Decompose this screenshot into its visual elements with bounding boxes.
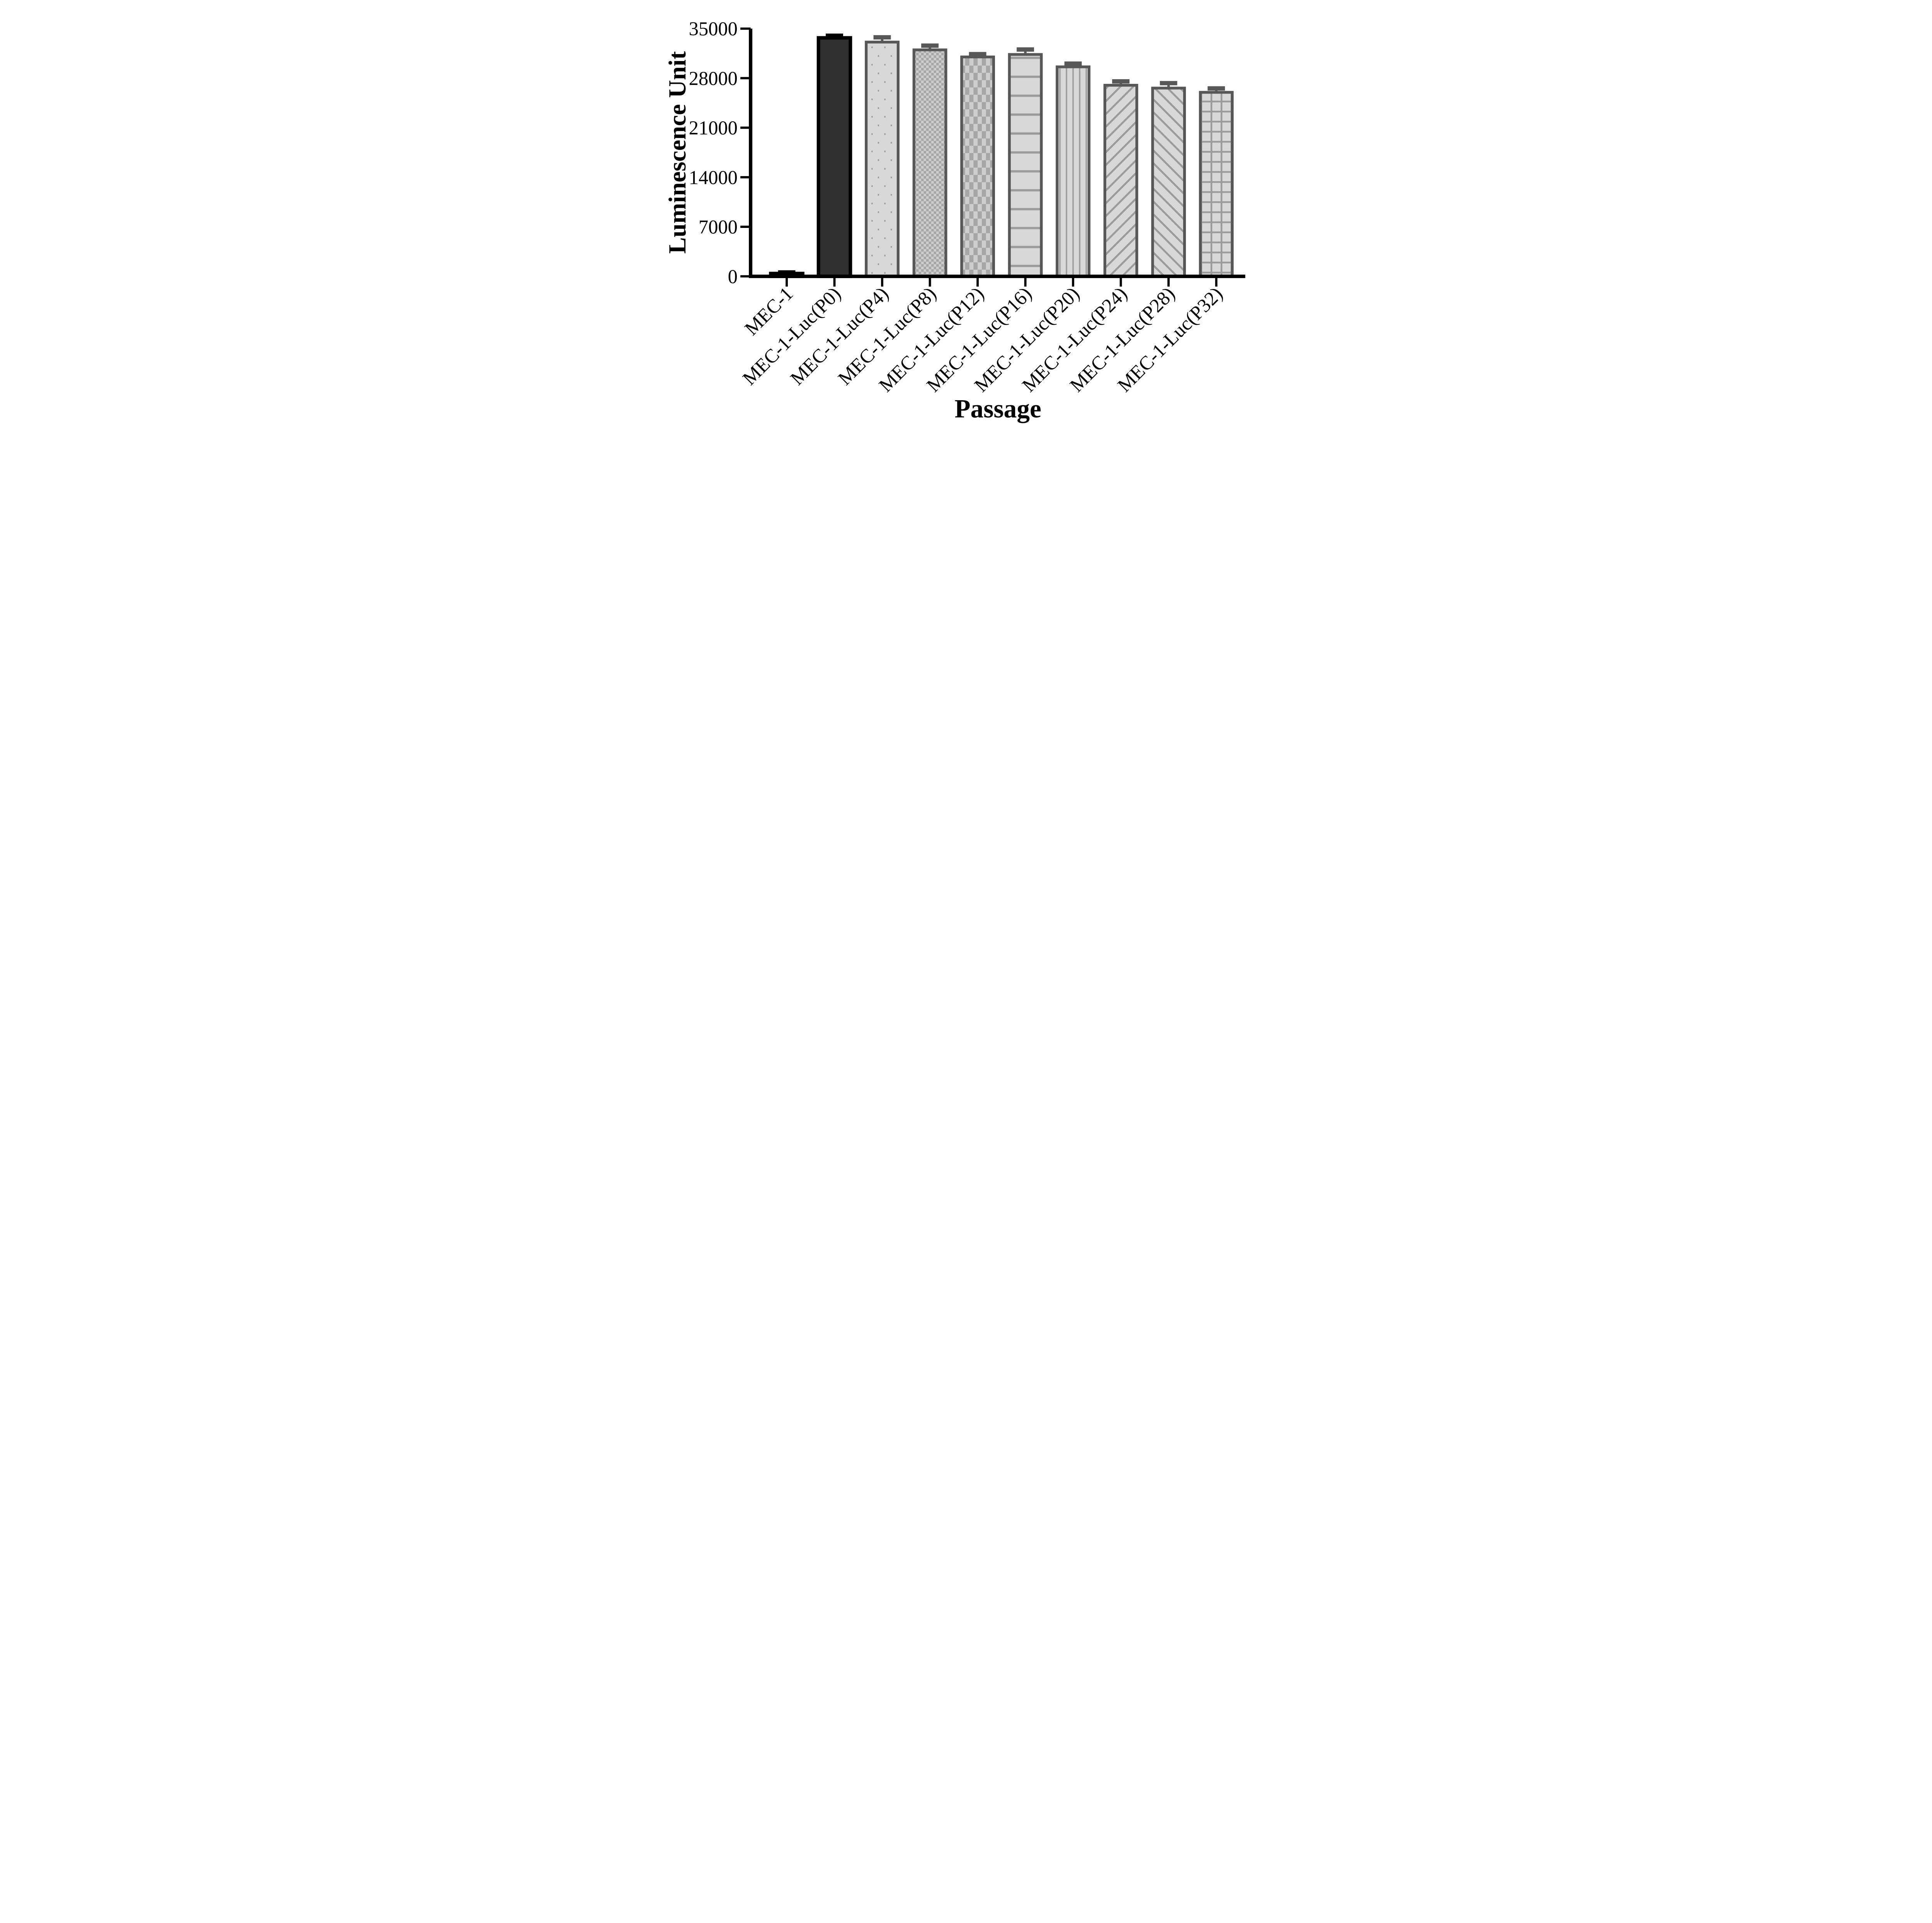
bar-MEC-1-Luc(P4) <box>865 41 900 278</box>
bar-MEC-1-Luc(P20) <box>1056 65 1091 278</box>
y-tick-label-7000: 7000 <box>699 216 738 238</box>
luminescence-bar-chart-figure: MEC-1 MEC-1-Luc(P0) MEC-1-Luc(P4) MEC-1-Luc… <box>657 0 1275 432</box>
bar-MEC-1-Luc(P28) <box>1151 87 1186 278</box>
bar-MEC-1-Luc(P0) <box>816 36 852 278</box>
y-tick-label-35000: 35000 <box>689 18 738 40</box>
y-tick-label-0: 0 <box>728 266 738 287</box>
y-tick-label-14000: 14000 <box>689 166 738 188</box>
bar-MEC-1-Luc(P12) <box>960 55 995 278</box>
bar-MEC-1-Luc(P32) <box>1199 91 1234 278</box>
bar-MEC-1-Luc(P24) <box>1103 84 1138 278</box>
bar-chart: MEC-1MEC-1-Luc(P0)MEC-1-Luc(P4)MEC-1-Luc… <box>657 0 1275 432</box>
bar-MEC-1-Luc(P8) <box>912 48 947 278</box>
bar-MEC-1-Luc(P16) <box>1008 53 1043 278</box>
y-tick-label-21000: 21000 <box>689 117 738 139</box>
y-tick-label-28000: 28000 <box>689 68 738 89</box>
x-axis-title: Passage <box>954 394 1041 423</box>
y-axis-title: Luminescence Unit <box>663 51 691 254</box>
